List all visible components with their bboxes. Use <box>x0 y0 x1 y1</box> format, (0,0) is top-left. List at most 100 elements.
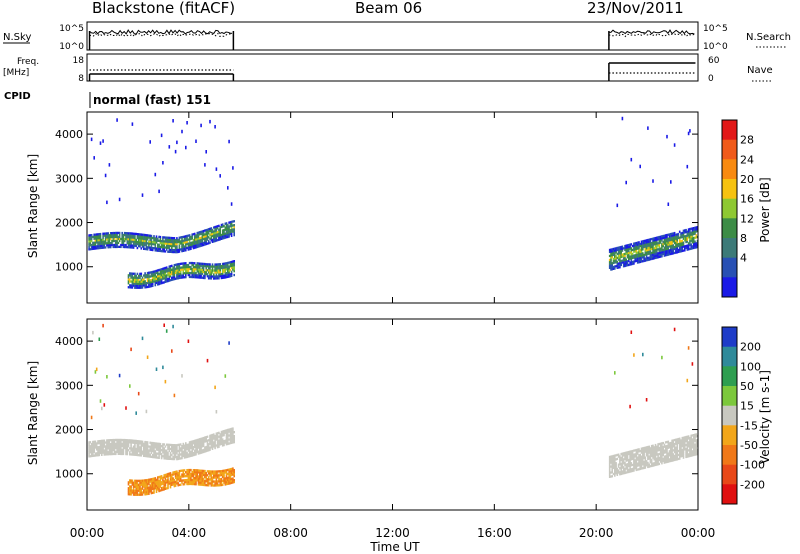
power-cell <box>162 269 164 272</box>
velocity-cell <box>610 459 612 462</box>
velocity-cell <box>689 436 691 440</box>
velocity-cell <box>209 448 211 451</box>
power-cell <box>140 284 143 287</box>
power-cell <box>195 266 197 269</box>
power-cell <box>677 250 680 254</box>
velocity-cell <box>164 453 167 456</box>
velocity-cell <box>101 445 103 448</box>
velocity-cell <box>173 483 176 486</box>
power-cell <box>93 243 95 246</box>
velocity-cell <box>176 444 178 447</box>
power-cell <box>94 247 97 250</box>
velocity-cell <box>160 487 163 490</box>
velocity-cell <box>625 471 627 474</box>
velocity-cell <box>644 446 647 449</box>
power-cell <box>221 270 224 273</box>
velocity-cell <box>219 443 221 446</box>
power-cell <box>230 262 233 266</box>
velocity-cell <box>224 483 227 486</box>
power-cell <box>652 253 654 256</box>
velocity-cell <box>199 483 201 486</box>
power-cell <box>206 234 209 237</box>
velocity-cell <box>173 455 176 459</box>
power-cell <box>101 246 103 249</box>
power-cell <box>666 247 668 251</box>
velocity-cell <box>160 453 163 456</box>
velocity-cell <box>628 470 630 474</box>
velocity-cell <box>206 480 209 483</box>
power-cell <box>169 238 172 242</box>
velocity-cell <box>158 454 160 457</box>
velocity-cell <box>163 323 165 327</box>
power-cell <box>131 282 134 285</box>
velocity-cell <box>648 449 650 452</box>
velocity-cell <box>629 468 631 471</box>
velocity-cell <box>209 482 211 485</box>
power-cell <box>146 246 149 249</box>
velocity-cell <box>144 489 146 492</box>
power-cell <box>185 274 187 277</box>
power-cell <box>139 235 141 238</box>
velocity-cell <box>188 472 191 476</box>
power-cell <box>145 286 148 289</box>
power-cell <box>642 252 644 255</box>
power-cell <box>209 119 211 124</box>
power-cell <box>670 180 672 184</box>
power-cell <box>204 239 206 242</box>
velocity-cell <box>140 479 143 482</box>
power-cell <box>181 129 183 134</box>
velocity-cell <box>182 469 185 472</box>
velocity-cell <box>211 480 214 483</box>
power-cell <box>193 268 196 271</box>
power-cell <box>681 243 684 247</box>
power-cell <box>650 247 653 251</box>
power-cell <box>190 243 192 247</box>
velocity-cell <box>686 449 689 452</box>
velocity-cell <box>654 461 657 465</box>
power-cell <box>191 237 193 240</box>
velocity-cell <box>193 453 196 456</box>
power-cell <box>181 236 183 239</box>
power-cell <box>98 233 101 236</box>
power-cell <box>630 251 633 254</box>
velocity-cell <box>628 450 630 454</box>
power-cell <box>197 274 200 277</box>
power-cell <box>154 284 157 287</box>
power-cell <box>695 234 698 237</box>
power-cell <box>163 281 165 284</box>
velocity-cell <box>148 486 150 489</box>
power-cell <box>664 238 667 241</box>
velocity-cell <box>204 483 206 487</box>
power-cell <box>225 228 228 231</box>
velocity-cell <box>223 441 225 445</box>
velocity-cell <box>228 468 230 471</box>
velocity-cell <box>120 440 122 444</box>
velocity-cell <box>150 484 153 487</box>
velocity-cell <box>191 472 193 476</box>
power-cell <box>200 236 202 239</box>
power-cell <box>123 243 126 247</box>
velocity-cell <box>616 467 619 471</box>
power-cell <box>132 284 135 287</box>
power-cell <box>210 265 213 268</box>
power-cell <box>107 240 109 243</box>
velocity-cell <box>678 441 681 444</box>
velocity-cell <box>687 435 690 438</box>
velocity-cell <box>116 442 118 446</box>
power-cell <box>630 263 633 266</box>
power-cell <box>205 229 207 232</box>
power-cell <box>131 244 134 247</box>
velocity-cell <box>209 438 211 441</box>
velocity-colorbar-tick: -100 <box>740 459 765 472</box>
power-cell <box>197 231 200 234</box>
power-cell <box>158 278 160 282</box>
velocity-cell <box>225 435 228 438</box>
velocity-cell <box>666 440 668 444</box>
power-cell <box>107 238 109 241</box>
power-cell <box>617 254 620 257</box>
velocity-cell <box>132 487 135 490</box>
velocity-cell <box>223 469 225 472</box>
power-cell <box>680 244 682 247</box>
power-cell <box>193 236 196 239</box>
power-cell <box>671 236 673 239</box>
